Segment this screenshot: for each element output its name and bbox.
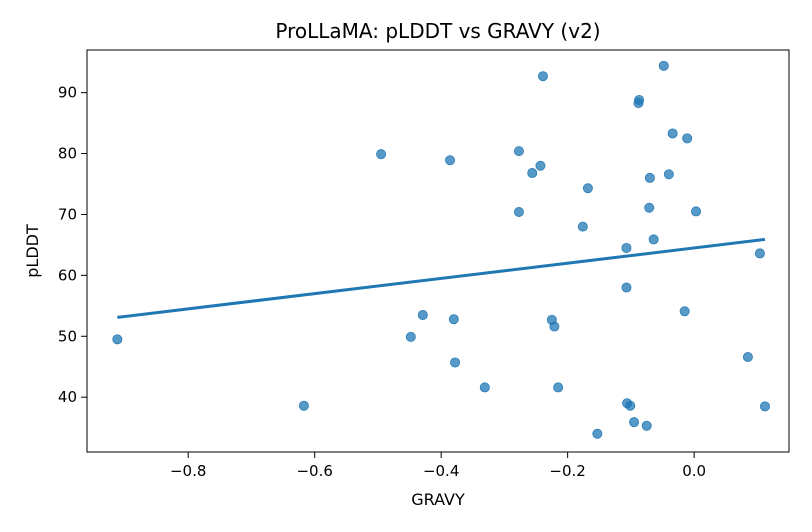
data-point xyxy=(417,309,428,320)
data-point xyxy=(663,169,674,180)
data-point xyxy=(742,351,753,362)
y-axis-label: pLDDT xyxy=(23,224,42,278)
trend-line xyxy=(117,237,766,319)
x-tick-label: −0.6 xyxy=(296,462,332,480)
data-point xyxy=(553,382,564,393)
y-tick-label: 40 xyxy=(58,388,77,406)
data-point xyxy=(549,321,560,332)
data-points xyxy=(112,60,770,439)
data-point xyxy=(537,71,548,82)
data-point xyxy=(376,149,387,160)
x-tick-label: −0.8 xyxy=(170,462,206,480)
data-point xyxy=(298,400,309,411)
data-point xyxy=(641,420,652,431)
data-point xyxy=(535,160,546,171)
y-tick-label: 60 xyxy=(58,266,77,284)
y-tick-label: 90 xyxy=(58,84,77,102)
data-point xyxy=(479,382,490,393)
data-point xyxy=(625,400,636,411)
data-point xyxy=(648,234,659,245)
x-tick-label: 0.0 xyxy=(682,462,706,480)
data-point xyxy=(445,155,456,166)
data-point xyxy=(577,221,588,232)
y-tick-label: 80 xyxy=(58,145,77,163)
data-point xyxy=(621,282,632,293)
data-point xyxy=(679,306,690,317)
data-point xyxy=(527,168,538,179)
data-point xyxy=(691,206,702,217)
data-point xyxy=(644,202,655,213)
data-point xyxy=(405,331,416,342)
data-point xyxy=(644,172,655,183)
x-axis: −0.8 −0.6 −0.4 −0.2 0.0 xyxy=(170,452,706,480)
data-point xyxy=(682,133,693,144)
data-point xyxy=(621,242,632,253)
y-axis: 40 50 60 70 80 90 xyxy=(58,84,87,406)
data-point xyxy=(450,357,461,368)
data-point xyxy=(754,248,765,259)
plot-frame xyxy=(86,49,790,453)
data-point xyxy=(658,60,669,71)
data-point xyxy=(759,401,770,412)
data-point xyxy=(634,94,645,105)
chart-title: ProLLaMA: pLDDT vs GRAVY (v2) xyxy=(275,19,600,43)
data-point xyxy=(667,128,678,139)
data-point xyxy=(112,334,123,345)
x-axis-label: GRAVY xyxy=(411,490,465,509)
data-point xyxy=(513,146,524,157)
y-tick-label: 50 xyxy=(58,327,77,345)
y-tick-label: 70 xyxy=(58,205,77,223)
x-tick-label: −0.4 xyxy=(423,462,459,480)
data-point xyxy=(448,314,459,325)
data-point xyxy=(629,417,640,428)
data-point xyxy=(592,428,603,439)
x-tick-label: −0.2 xyxy=(549,462,585,480)
data-point xyxy=(513,207,524,218)
data-point xyxy=(582,183,593,194)
